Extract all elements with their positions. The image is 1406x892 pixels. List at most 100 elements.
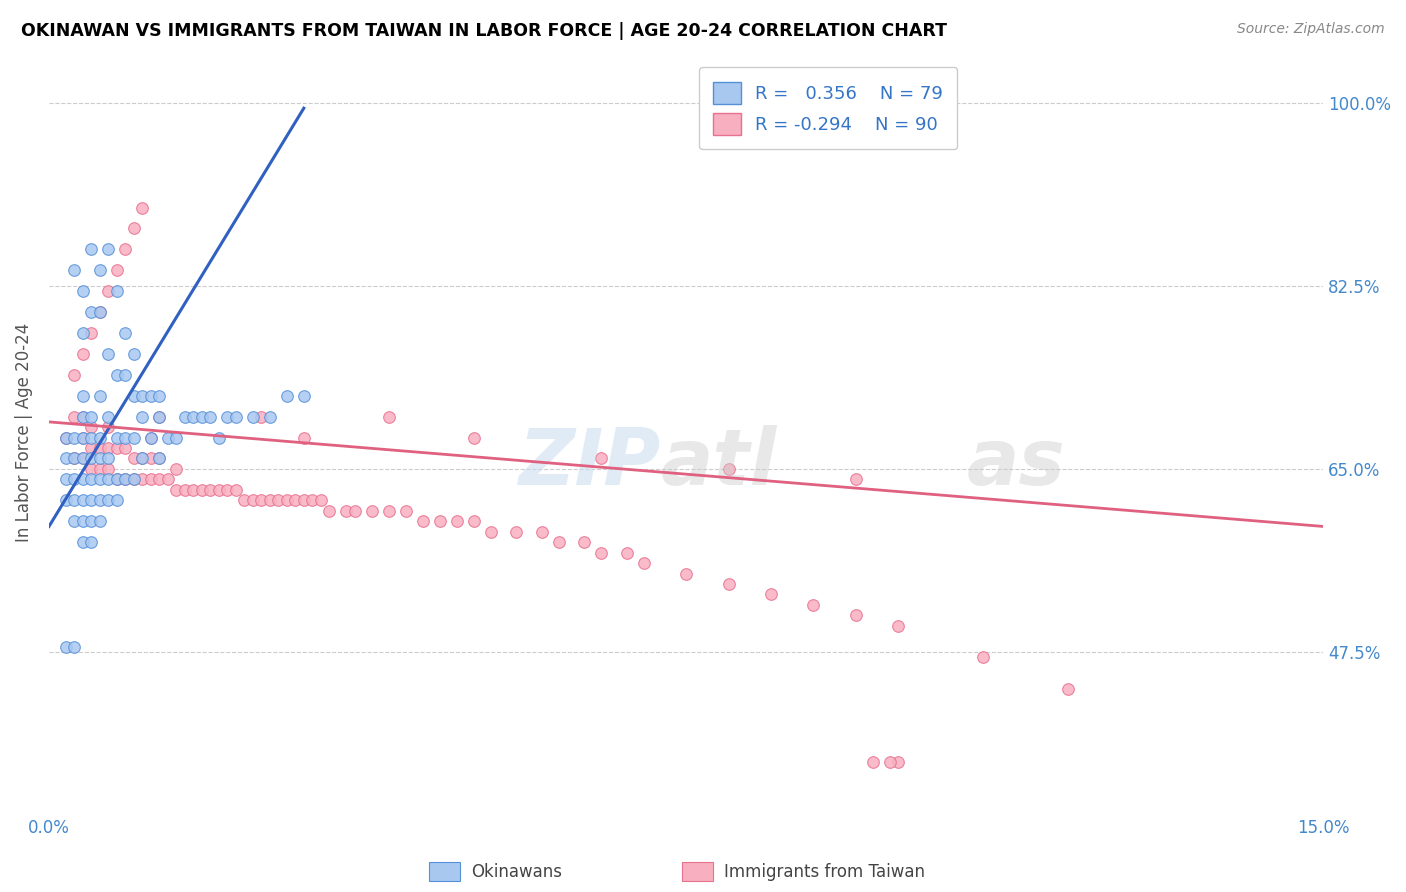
Point bbox=[55, 431, 77, 445]
Point bbox=[114, 441, 136, 455]
Point bbox=[717, 462, 740, 476]
Point bbox=[879, 755, 901, 769]
Point bbox=[63, 263, 86, 277]
Point bbox=[89, 263, 111, 277]
Point bbox=[377, 409, 399, 424]
Point bbox=[80, 535, 103, 549]
Point bbox=[131, 409, 153, 424]
Point bbox=[183, 483, 205, 497]
Point bbox=[131, 472, 153, 486]
Point bbox=[183, 409, 205, 424]
Point bbox=[173, 483, 195, 497]
Point bbox=[89, 389, 111, 403]
Point bbox=[63, 472, 86, 486]
Point bbox=[72, 472, 94, 486]
Point bbox=[148, 409, 170, 424]
Point bbox=[89, 514, 111, 528]
Point bbox=[114, 326, 136, 340]
Point bbox=[284, 493, 307, 508]
Point bbox=[217, 409, 239, 424]
Point bbox=[89, 462, 111, 476]
Point bbox=[208, 431, 231, 445]
Legend: R =   0.356    N = 79, R = -0.294    N = 90: R = 0.356 N = 79, R = -0.294 N = 90 bbox=[699, 67, 957, 149]
Point bbox=[803, 598, 825, 612]
Point bbox=[122, 451, 145, 466]
Point bbox=[89, 493, 111, 508]
Point bbox=[122, 472, 145, 486]
Point bbox=[122, 347, 145, 361]
Point bbox=[360, 504, 382, 518]
Text: atl: atl bbox=[661, 425, 778, 501]
Point bbox=[845, 608, 868, 623]
Point bbox=[191, 483, 214, 497]
Point bbox=[759, 587, 782, 601]
Point bbox=[72, 409, 94, 424]
Point bbox=[139, 451, 162, 466]
Point bbox=[547, 535, 569, 549]
Point bbox=[55, 451, 77, 466]
Point bbox=[63, 368, 86, 382]
Point bbox=[97, 409, 120, 424]
Point bbox=[250, 409, 273, 424]
Point bbox=[173, 409, 195, 424]
Point bbox=[276, 389, 298, 403]
Point bbox=[122, 389, 145, 403]
Point bbox=[80, 420, 103, 434]
Point bbox=[165, 431, 187, 445]
Point bbox=[72, 535, 94, 549]
Point bbox=[114, 243, 136, 257]
Point bbox=[55, 640, 77, 654]
Point bbox=[200, 483, 222, 497]
Point bbox=[72, 409, 94, 424]
Point bbox=[80, 472, 103, 486]
Point bbox=[148, 472, 170, 486]
Point bbox=[80, 409, 103, 424]
Point bbox=[139, 472, 162, 486]
Point bbox=[80, 493, 103, 508]
Point bbox=[105, 263, 128, 277]
Point bbox=[55, 472, 77, 486]
Point bbox=[97, 441, 120, 455]
Point bbox=[89, 451, 111, 466]
Point bbox=[276, 493, 298, 508]
Point bbox=[80, 305, 103, 319]
Point bbox=[97, 243, 120, 257]
Point bbox=[63, 514, 86, 528]
Point bbox=[217, 483, 239, 497]
Text: Immigrants from Taiwan: Immigrants from Taiwan bbox=[724, 863, 925, 881]
Point bbox=[131, 451, 153, 466]
Point bbox=[114, 472, 136, 486]
Point bbox=[148, 451, 170, 466]
Point bbox=[242, 493, 264, 508]
Point bbox=[633, 556, 655, 570]
Point bbox=[131, 389, 153, 403]
Point bbox=[55, 431, 77, 445]
Point bbox=[616, 545, 638, 559]
Point bbox=[463, 431, 485, 445]
Point bbox=[225, 483, 247, 497]
Point bbox=[267, 493, 290, 508]
Point bbox=[89, 431, 111, 445]
Text: Source: ZipAtlas.com: Source: ZipAtlas.com bbox=[1237, 22, 1385, 37]
Point bbox=[72, 431, 94, 445]
Point bbox=[412, 514, 434, 528]
Point bbox=[105, 368, 128, 382]
Point bbox=[139, 389, 162, 403]
Point bbox=[717, 577, 740, 591]
Point bbox=[301, 493, 323, 508]
Point bbox=[309, 493, 332, 508]
Point bbox=[114, 431, 136, 445]
Point bbox=[97, 472, 120, 486]
Text: OKINAWAN VS IMMIGRANTS FROM TAIWAN IN LABOR FORCE | AGE 20-24 CORRELATION CHART: OKINAWAN VS IMMIGRANTS FROM TAIWAN IN LA… bbox=[21, 22, 948, 40]
Point bbox=[105, 431, 128, 445]
Point bbox=[530, 524, 553, 539]
Point bbox=[148, 409, 170, 424]
Point bbox=[80, 431, 103, 445]
Text: as: as bbox=[966, 425, 1066, 501]
Point bbox=[148, 389, 170, 403]
Point bbox=[479, 524, 502, 539]
Point bbox=[208, 483, 231, 497]
Point bbox=[89, 305, 111, 319]
Point bbox=[97, 420, 120, 434]
Point bbox=[191, 409, 214, 424]
